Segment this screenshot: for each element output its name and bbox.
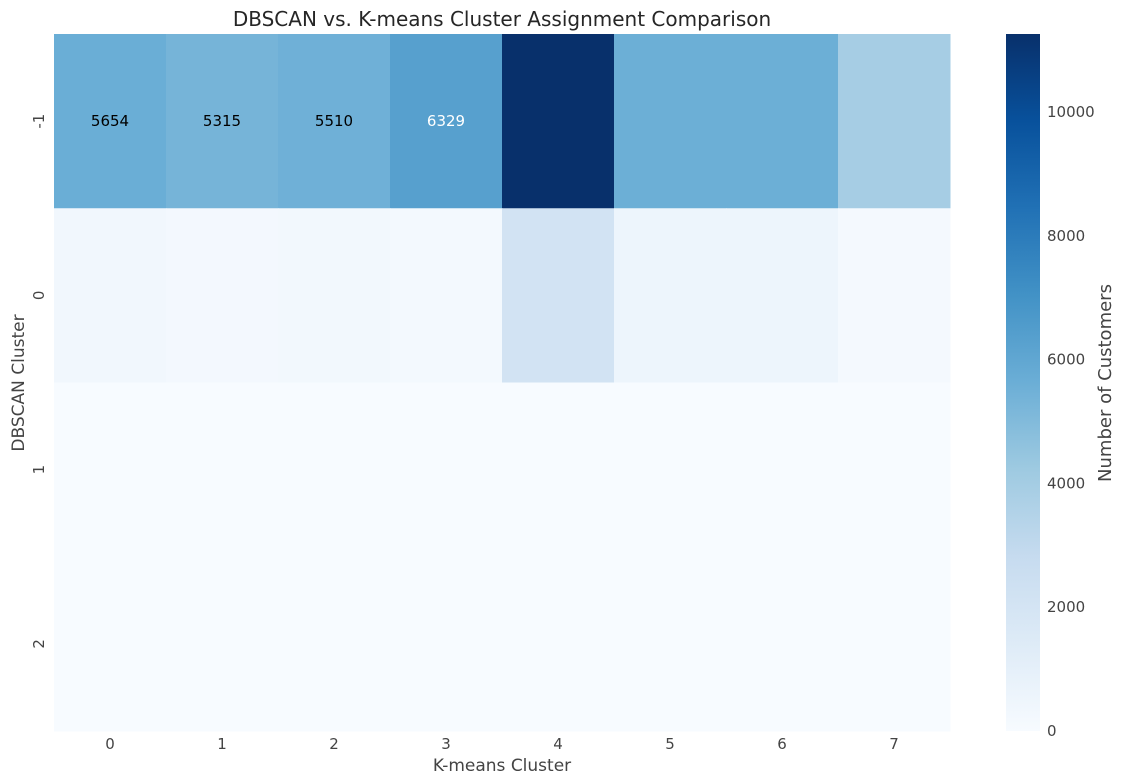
cell-value-label: 5510 xyxy=(315,112,353,130)
x-axis-ticks: 0 1 2 3 4 5 6 7 xyxy=(105,735,899,753)
chart-title: DBSCAN vs. K-means Cluster Assignment Co… xyxy=(233,7,771,31)
heatmap-cell xyxy=(166,208,279,383)
y-tick-label: -1 xyxy=(30,114,48,129)
heatmap-cell xyxy=(614,34,727,209)
colorbar-tick-label: 4000 xyxy=(1047,474,1085,492)
x-tick-label: 1 xyxy=(217,735,227,753)
heatmap-cell xyxy=(278,382,391,558)
heatmap-cell xyxy=(390,382,503,558)
heatmap-cell xyxy=(166,34,279,209)
heatmap-cell xyxy=(166,556,279,732)
colorbar-ticks: 0 2000 4000 6000 8000 10000 xyxy=(1047,103,1095,740)
heatmap-cell xyxy=(54,556,167,732)
heatmap-cell xyxy=(726,556,839,732)
heatmap-cell xyxy=(838,382,951,558)
x-tick-label: 5 xyxy=(665,735,675,753)
x-tick-label: 6 xyxy=(777,735,787,753)
heatmap-annotations: 5654 5315 5510 6329 xyxy=(91,112,465,130)
x-tick-label: 4 xyxy=(553,735,563,753)
heatmap-cell xyxy=(54,208,167,383)
heatmap-cell xyxy=(54,34,167,209)
heatmap-cell xyxy=(502,556,615,732)
heatmap-cell xyxy=(54,382,167,558)
colorbar-tick-label: 2000 xyxy=(1047,598,1085,616)
heatmap-cell xyxy=(726,382,839,558)
heatmap-cell xyxy=(838,208,951,383)
heatmap-cell xyxy=(614,556,727,732)
cell-value-label: 5315 xyxy=(203,112,241,130)
y-axis-ticks: -1 0 1 2 xyxy=(30,114,48,649)
heatmap-cell xyxy=(614,208,727,383)
colorbar-tick-label: 0 xyxy=(1047,722,1057,740)
heatmap-cell xyxy=(502,208,615,383)
heatmap-cell xyxy=(278,556,391,732)
heatmap-cell xyxy=(726,208,839,383)
x-tick-label: 7 xyxy=(889,735,899,753)
y-tick-label: 2 xyxy=(30,639,48,649)
cell-value-label: 6329 xyxy=(427,112,465,130)
x-tick-label: 0 xyxy=(105,735,115,753)
heatmap-cell xyxy=(390,556,503,732)
heatmap-cell xyxy=(726,34,839,209)
heatmap-cell xyxy=(166,382,279,558)
y-axis-label: DBSCAN Cluster xyxy=(9,314,29,451)
heatmap-cell xyxy=(502,382,615,558)
x-tick-label: 2 xyxy=(329,735,339,753)
heatmap-cells xyxy=(54,34,951,732)
cell-value-label: 5654 xyxy=(91,112,129,130)
heatmap-cell xyxy=(390,34,503,209)
colorbar xyxy=(1006,34,1040,731)
x-axis-label: K-means Cluster xyxy=(433,756,571,776)
heatmap-cell xyxy=(278,208,391,383)
heatmap-cell xyxy=(838,34,951,209)
y-tick-label: 0 xyxy=(30,291,48,301)
heatmap-cell xyxy=(614,382,727,558)
y-tick-label: 1 xyxy=(30,465,48,475)
colorbar-tick-label: 8000 xyxy=(1047,227,1085,245)
x-tick-label: 3 xyxy=(441,735,451,753)
heatmap-cell xyxy=(390,208,503,383)
heatmap-cell xyxy=(278,34,391,209)
colorbar-tick-label: 6000 xyxy=(1047,351,1085,369)
heatmap-cell xyxy=(838,556,951,732)
heatmap-cell xyxy=(502,34,615,209)
colorbar-label: Number of Customers xyxy=(1095,284,1116,482)
colorbar-tick-label: 10000 xyxy=(1047,103,1095,121)
